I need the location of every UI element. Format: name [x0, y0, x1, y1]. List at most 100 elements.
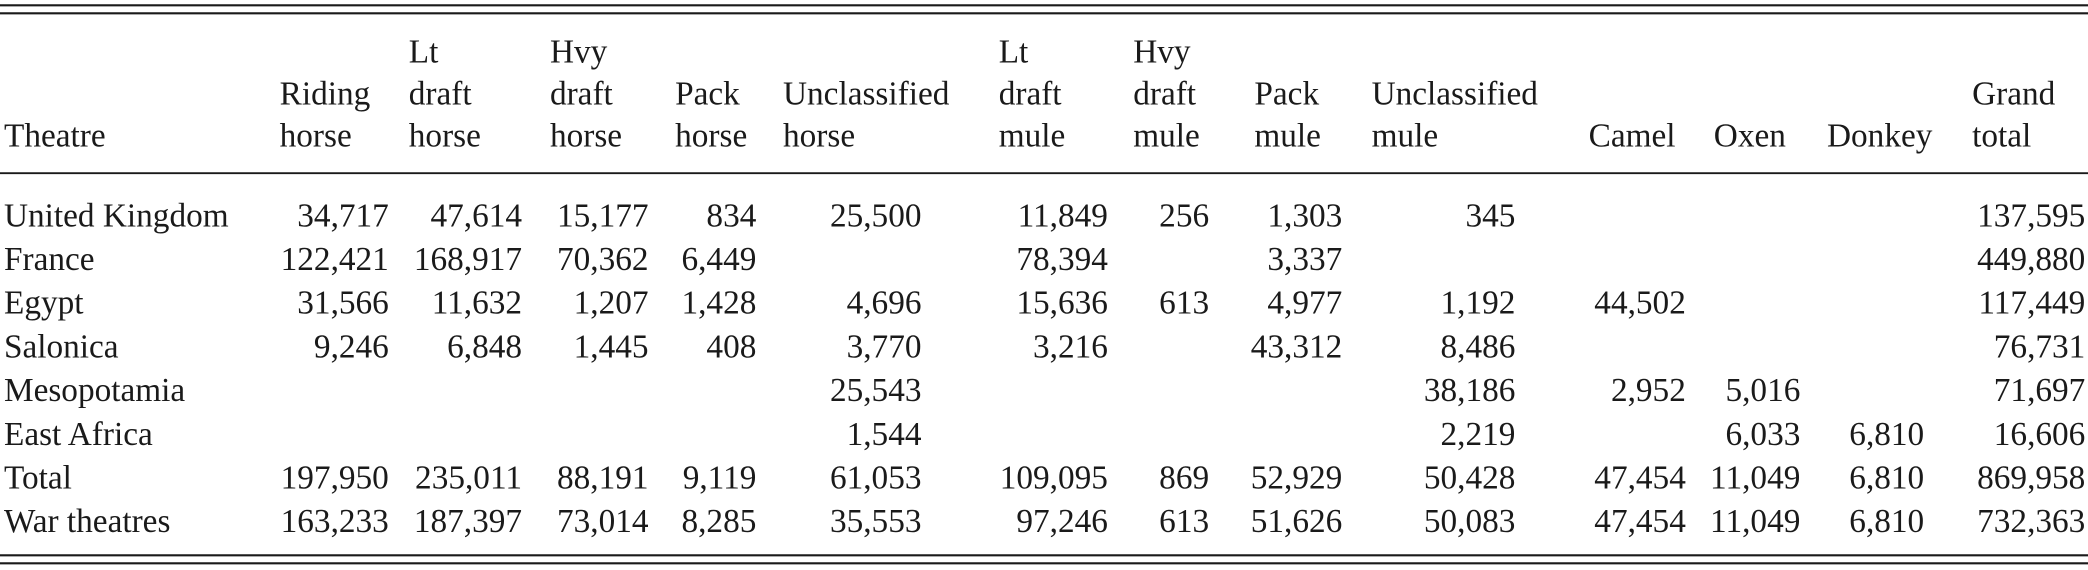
cell: 70,362 — [557, 241, 649, 278]
cell: 31,566 — [297, 285, 389, 322]
cell: 6,848 — [447, 328, 522, 365]
column-header: draft — [550, 76, 614, 113]
cell: 47,454 — [1594, 503, 1686, 540]
cell: 869 — [1159, 459, 1209, 496]
cell: 76,731 — [1994, 328, 2086, 365]
row-label: United Kingdom — [4, 197, 229, 234]
cell: 6,033 — [1725, 416, 1800, 453]
cell: 3,216 — [1033, 328, 1108, 365]
cell: 834 — [706, 197, 756, 234]
cell: 11,632 — [432, 285, 522, 322]
column-header: Lt — [999, 34, 1029, 71]
cell: 1,428 — [681, 285, 756, 322]
cell: 34,717 — [297, 197, 389, 234]
cell: 163,233 — [281, 503, 389, 540]
cell: 11,049 — [1710, 503, 1800, 540]
column-header: horse — [280, 118, 352, 155]
column-header: Hvy — [1133, 34, 1191, 71]
column-header: Theatre — [4, 118, 106, 155]
column-header: Lt — [409, 34, 439, 71]
cell: 732,363 — [1977, 503, 2085, 540]
cell: 6,449 — [681, 241, 756, 278]
cell: 97,246 — [1016, 503, 1108, 540]
row-label: Salonica — [4, 328, 119, 365]
cell: 137,595 — [1977, 197, 2085, 234]
cell: 38,186 — [1424, 372, 1516, 409]
column-header: mule — [1372, 118, 1439, 155]
row-label: Egypt — [4, 285, 84, 322]
cell: 15,636 — [1016, 285, 1108, 322]
cell: 1,303 — [1267, 197, 1342, 234]
cell: 6,810 — [1849, 503, 1924, 540]
cell: 1,544 — [847, 416, 922, 453]
cell: 47,454 — [1594, 459, 1686, 496]
row-label: East Africa — [4, 416, 153, 453]
cell: 3,770 — [847, 328, 922, 365]
column-header: Grand — [1972, 76, 2056, 113]
cell: 35,553 — [830, 503, 922, 540]
cell: 197,950 — [281, 459, 389, 496]
cell: 11,049 — [1710, 459, 1800, 496]
column-header: draft — [1133, 76, 1197, 113]
column-header: mule — [1254, 118, 1321, 155]
cell: 9,246 — [314, 328, 389, 365]
cell: 256 — [1159, 197, 1209, 234]
cell: 408 — [706, 328, 756, 365]
row-label: War theatres — [4, 503, 170, 540]
column-header: Donkey — [1827, 118, 1933, 155]
cell: 4,977 — [1267, 285, 1342, 322]
column-header: draft — [409, 76, 473, 113]
cell: 168,917 — [414, 241, 522, 278]
cell: 51,626 — [1251, 503, 1343, 540]
cell: 43,312 — [1251, 328, 1343, 365]
cell: 61,053 — [830, 459, 922, 496]
cell: 2,219 — [1441, 416, 1516, 453]
cell: 449,880 — [1977, 241, 2085, 278]
cell: 5,016 — [1725, 372, 1800, 409]
cell: 235,011 — [415, 459, 522, 496]
column-header: Oxen — [1714, 118, 1786, 155]
cell: 25,543 — [830, 372, 922, 409]
cell: 16,606 — [1994, 416, 2086, 453]
cell: 44,502 — [1594, 285, 1686, 322]
column-header: Riding — [280, 76, 371, 113]
cell: 73,014 — [557, 503, 649, 540]
cell: 71,697 — [1994, 372, 2086, 409]
cell: 869,958 — [1977, 459, 2085, 496]
cell: 109,095 — [1000, 459, 1108, 496]
cell: 613 — [1159, 503, 1209, 540]
cell: 9,119 — [683, 459, 757, 496]
cell: 11,849 — [1018, 197, 1108, 234]
column-header: Pack — [675, 76, 740, 113]
cell: 78,394 — [1016, 241, 1108, 278]
row-label: France — [4, 241, 95, 278]
cell: 6,810 — [1849, 459, 1924, 496]
column-header: horse — [409, 118, 481, 155]
cell: 4,696 — [847, 285, 922, 322]
cell: 6,810 — [1849, 416, 1924, 453]
column-header: horse — [783, 118, 855, 155]
cell: 1,445 — [574, 328, 649, 365]
column-header: horse — [550, 118, 622, 155]
cell: 187,397 — [414, 503, 522, 540]
cell: 2,952 — [1611, 372, 1686, 409]
column-header: Pack — [1254, 76, 1319, 113]
cell: 1,207 — [574, 285, 649, 322]
column-header: horse — [675, 118, 747, 155]
cell: 613 — [1159, 285, 1209, 322]
cell: 47,614 — [430, 197, 522, 234]
column-header: Unclassified — [783, 76, 950, 113]
cell: 25,500 — [830, 197, 922, 234]
column-header: Camel — [1589, 118, 1676, 155]
cell: 50,428 — [1424, 459, 1516, 496]
cell: 15,177 — [557, 197, 649, 234]
cell: 50,083 — [1424, 503, 1516, 540]
row-label: Mesopotamia — [4, 372, 185, 409]
cell: 8,486 — [1441, 328, 1516, 365]
column-header: Unclassified — [1372, 76, 1539, 113]
cell: 8,285 — [681, 503, 756, 540]
column-header: draft — [999, 76, 1063, 113]
row-label: Total — [4, 459, 72, 496]
